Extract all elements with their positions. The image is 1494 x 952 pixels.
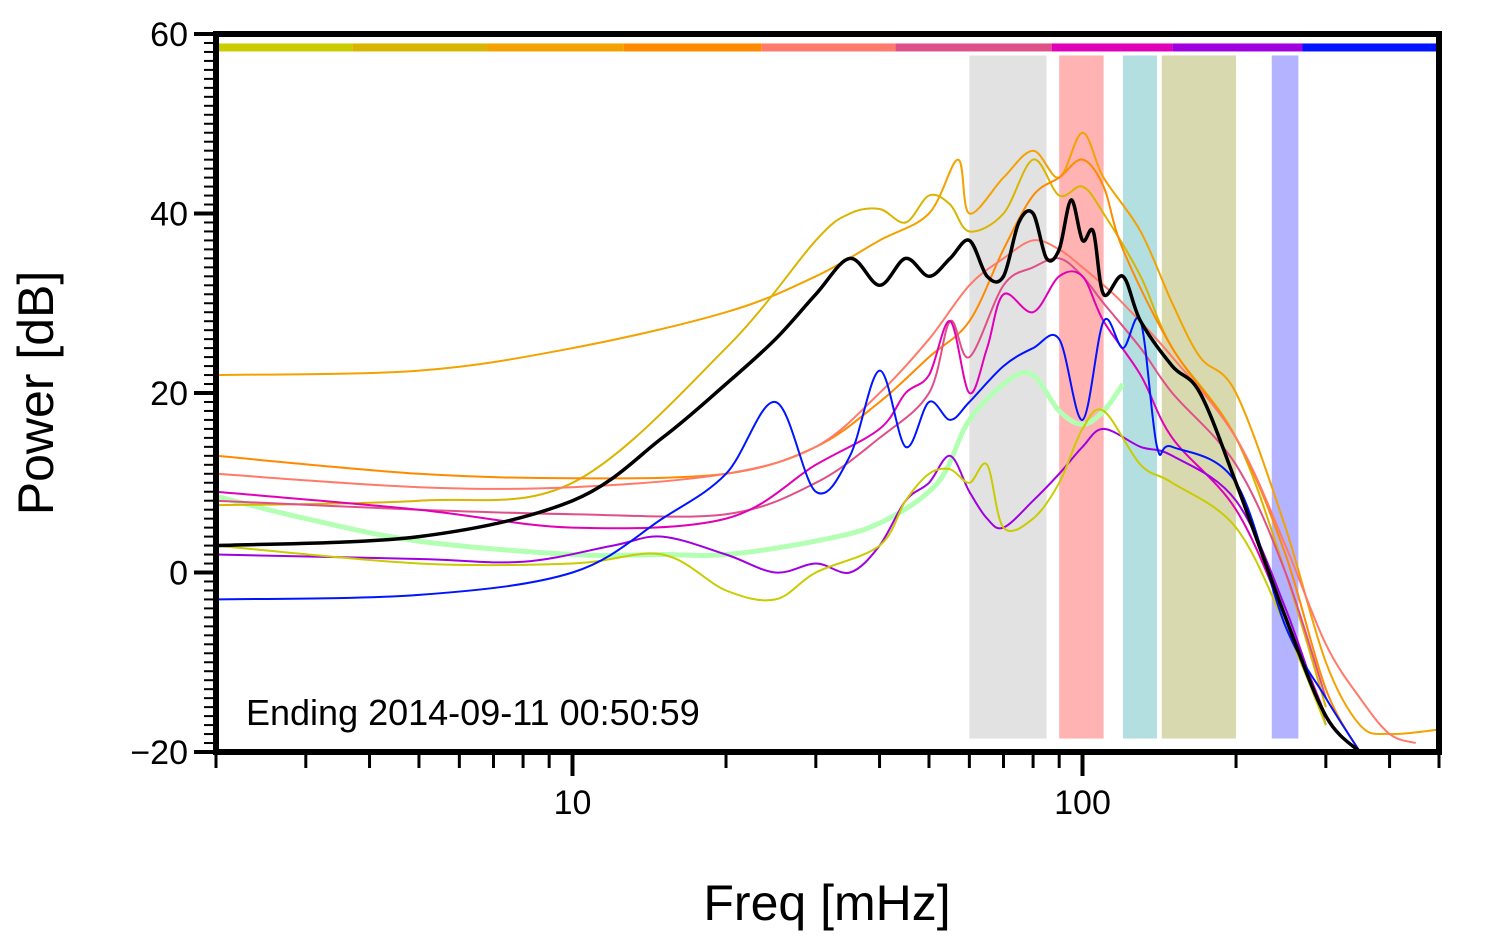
plot-frame (213, 31, 1442, 755)
y-axis-title: Power [dB] (8, 271, 64, 516)
frequency-color-bar (216, 43, 1439, 52)
color-bar-segment-7 (1172, 43, 1303, 52)
y-tick-label: 0 (169, 555, 188, 593)
series-line-1 (216, 131, 1439, 736)
series-line-2 (216, 158, 1327, 708)
series-line-8 (216, 408, 1327, 726)
band-3 (1161, 55, 1237, 739)
color-bar-segment-5 (895, 43, 1052, 52)
color-bar-segment-1 (352, 43, 488, 52)
color-bar-segment-6 (1051, 43, 1173, 52)
x-axis-title: Freq [mHz] (703, 875, 950, 931)
band-1 (1059, 55, 1104, 739)
series-line-0 (216, 369, 1125, 559)
band-0 (969, 55, 1047, 739)
color-bar-segment-8 (1302, 43, 1439, 52)
series-line-6 (216, 270, 1327, 717)
color-bar-segment-0 (216, 43, 353, 52)
y-tick-label: −20 (130, 734, 188, 772)
color-bar-segment-4 (761, 43, 896, 52)
y-tick-label: 60 (150, 16, 188, 54)
series-lines (216, 131, 1439, 752)
series-line-9 (216, 316, 1361, 752)
y-tick-label: 20 (150, 375, 188, 413)
y-axis: −20 0 20 40 60 (130, 16, 216, 772)
plot-annotation: Ending 2014-09-11 00:50:59 (246, 692, 700, 733)
color-bar-segment-2 (487, 43, 624, 52)
frequency-bands (969, 55, 1299, 739)
series-line-5 (216, 257, 1327, 699)
color-bar-segment-3 (623, 43, 762, 52)
y-tick-label: 40 (150, 196, 188, 234)
x-axis: 10 100 (214, 752, 1441, 822)
series-line-10 (216, 198, 1362, 752)
x-tick-label: 10 (554, 784, 592, 822)
series-line-7 (216, 427, 1327, 726)
series-line-4 (216, 239, 1417, 744)
x-tick-label: 100 (1054, 784, 1111, 822)
